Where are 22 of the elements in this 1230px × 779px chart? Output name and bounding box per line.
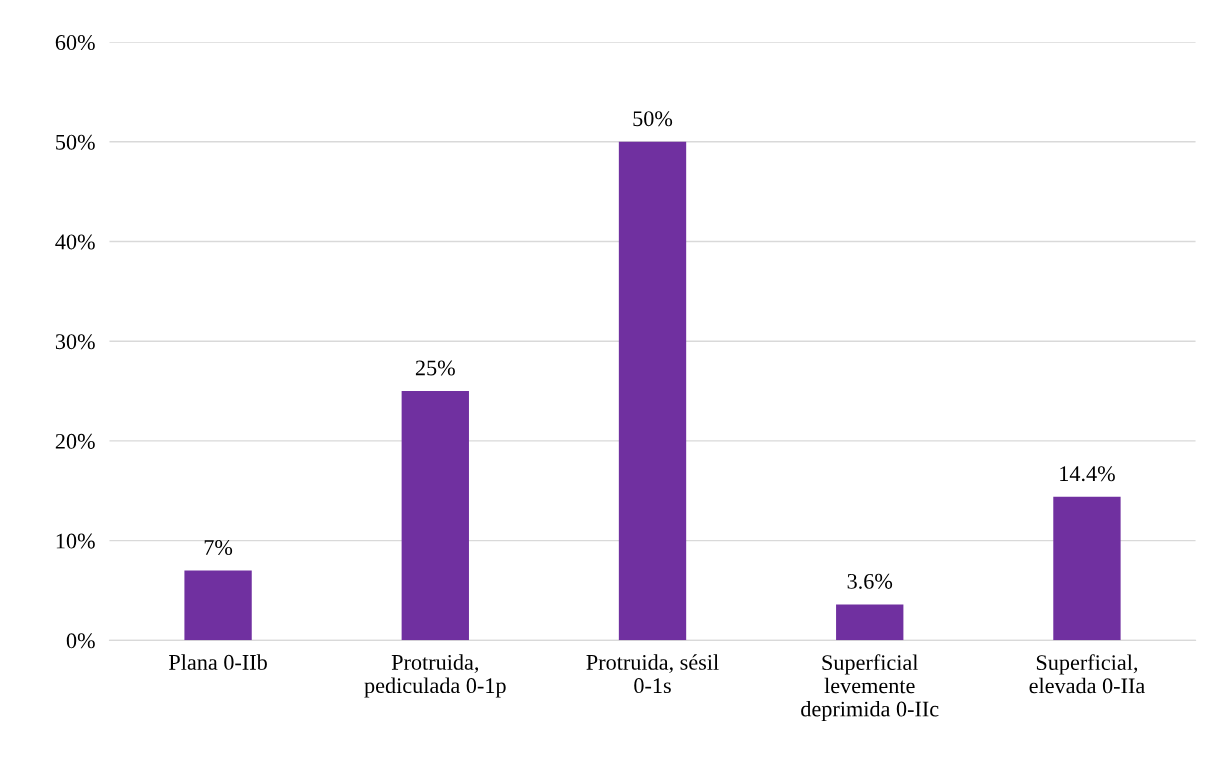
y-tick-label: 30% bbox=[55, 334, 95, 350]
bar bbox=[836, 604, 904, 641]
data-label: 3.6% bbox=[847, 573, 893, 589]
y-tick-label: 40% bbox=[55, 234, 95, 250]
y-tick-label: 60% bbox=[55, 35, 95, 51]
y-tick-label: 0% bbox=[66, 633, 95, 649]
bar bbox=[184, 570, 252, 641]
x-tick-label: Plana 0-IIb bbox=[169, 654, 267, 670]
x-tick-label: Superficial levemente deprimida 0-IIc bbox=[801, 654, 939, 722]
bar bbox=[1053, 496, 1121, 641]
bar bbox=[618, 141, 687, 641]
data-label: 50% bbox=[633, 111, 673, 127]
x-tick-label: Superficial, elevada 0-IIa bbox=[1029, 654, 1145, 694]
x-tick-label: Protruida, sésil 0-1s bbox=[586, 654, 719, 694]
y-tick-label: 20% bbox=[55, 433, 95, 449]
y-tick-label: 50% bbox=[56, 134, 95, 150]
y-tick-label: 10% bbox=[56, 533, 95, 549]
x-tick-label: Protruida, pediculada 0-1p bbox=[364, 654, 506, 698]
data-label: 7% bbox=[204, 539, 233, 555]
data-label: 25% bbox=[415, 360, 455, 376]
bar bbox=[401, 391, 469, 641]
data-label: 14.4% bbox=[1060, 466, 1115, 482]
